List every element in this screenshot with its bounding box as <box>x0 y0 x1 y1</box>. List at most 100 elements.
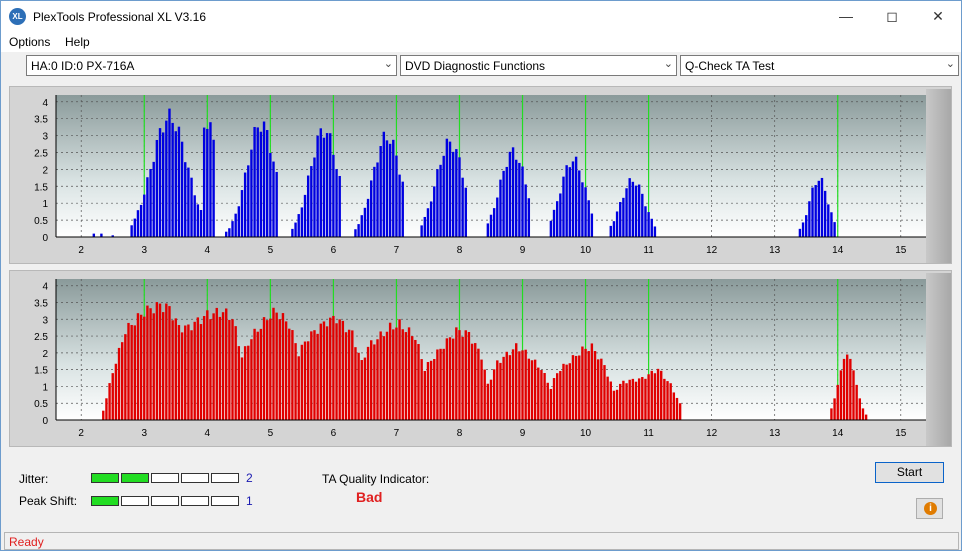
jitter-meter-cell <box>91 473 119 483</box>
chart-bar <box>464 330 467 420</box>
chart-bar <box>855 384 858 420</box>
y-tick-label: 2 <box>42 349 48 360</box>
info-button[interactable]: i <box>916 498 943 519</box>
status-bar: Ready <box>4 532 959 550</box>
chart-bar <box>537 367 540 420</box>
chart-bar <box>678 403 682 420</box>
chart-bar <box>461 336 464 420</box>
chart-bar <box>417 344 420 420</box>
chart-bar <box>609 225 612 237</box>
chart-bar <box>823 190 827 237</box>
chart-bar <box>442 155 445 237</box>
menu-help[interactable]: Help <box>65 35 90 49</box>
chart-bar <box>603 365 606 420</box>
chart-bar <box>240 190 244 237</box>
chart-bar <box>284 321 288 420</box>
chart-bar <box>325 326 329 420</box>
start-button[interactable]: Start <box>875 462 944 483</box>
chart-bar <box>571 355 575 420</box>
chart-bar <box>455 327 458 420</box>
maximize-button[interactable]: ◻ <box>886 8 898 24</box>
drive-select[interactable]: HA:0 ID:0 PX-716A ⌄ <box>26 55 397 76</box>
chart-bar <box>429 201 433 237</box>
chart-bar <box>392 139 395 237</box>
chart-bar <box>805 215 808 237</box>
chart-bar <box>508 355 512 420</box>
chart-bar <box>319 323 322 420</box>
jitter-meter-cell <box>211 473 239 483</box>
chart-bar <box>100 233 103 237</box>
x-tick-label: 12 <box>706 245 718 256</box>
y-tick-label: 4 <box>42 98 48 109</box>
function-select[interactable]: DVD Diagnostic Functions ⌄ <box>400 55 677 76</box>
chart-bar <box>269 152 272 237</box>
chart-bar <box>294 343 297 420</box>
chart-bar <box>483 369 486 420</box>
chart-bar <box>243 346 247 420</box>
chart-bar <box>388 143 392 237</box>
chart-bar <box>278 319 282 420</box>
y-tick-label: 4 <box>42 282 48 293</box>
chart-bar <box>92 233 96 237</box>
chart-bar <box>209 319 212 420</box>
jitter-meter <box>91 473 239 483</box>
chart-bar <box>225 231 228 237</box>
chart-bar <box>382 131 386 237</box>
menu-options[interactable]: Options <box>9 35 51 49</box>
chart-bar <box>486 223 490 237</box>
minimize-button[interactable]: — <box>839 8 853 24</box>
chart-bar <box>814 185 817 237</box>
chart-bar <box>833 398 836 420</box>
chart-bar <box>644 378 647 420</box>
chart-bar <box>650 218 653 237</box>
chart-bar <box>401 329 404 420</box>
jitter-meter-cell <box>151 473 179 483</box>
chart-bar <box>842 358 846 420</box>
x-tick-label: 3 <box>141 428 147 439</box>
chart-bar <box>281 313 285 420</box>
chart-bar <box>637 184 641 237</box>
plot-side-shade <box>926 89 951 263</box>
chart-bar <box>568 363 572 420</box>
chart-bar <box>395 155 398 237</box>
status-text: Ready <box>9 535 44 549</box>
chart-bar <box>845 354 849 420</box>
chart-bar <box>187 167 190 237</box>
chart-bar <box>206 310 209 420</box>
chart-bar <box>234 213 237 237</box>
chart-bar <box>492 369 496 420</box>
y-tick-label: 1.5 <box>34 182 48 193</box>
chart-bar <box>319 128 322 237</box>
chart-bar <box>322 321 326 420</box>
x-tick-label: 13 <box>769 245 781 256</box>
chart-bar <box>139 314 143 420</box>
close-button[interactable]: ✕ <box>932 8 944 24</box>
chart-bar <box>256 127 259 237</box>
chart-bar <box>511 349 515 420</box>
chart-bar <box>439 348 442 420</box>
chart-bar <box>329 133 332 237</box>
chart-bar <box>111 373 114 420</box>
peak-shift-meter-cell <box>211 496 239 506</box>
test-select[interactable]: Q-Check TA Test ⌄ <box>680 55 959 76</box>
chart-bar <box>849 358 852 420</box>
chart-bar <box>540 370 543 420</box>
chart-bar <box>247 165 250 237</box>
chart-bar <box>672 392 676 420</box>
chart-bar <box>379 146 382 237</box>
chart-bar <box>376 162 379 237</box>
chart-bar <box>502 170 505 237</box>
chart-bar <box>360 215 363 237</box>
jitter-label: Jitter: <box>19 472 49 486</box>
chart-bar <box>864 414 868 420</box>
chart-bar <box>297 356 300 420</box>
chart-bar <box>177 126 181 237</box>
chart-bar <box>552 378 556 420</box>
x-tick-label: 13 <box>769 428 781 439</box>
x-tick-label: 15 <box>895 245 907 256</box>
chart-bar <box>161 312 165 420</box>
chart-bar <box>275 312 278 420</box>
window-title: PlexTools Professional XL V3.16 <box>33 10 206 24</box>
chart-bar <box>407 327 411 420</box>
chart-bar <box>265 320 269 420</box>
